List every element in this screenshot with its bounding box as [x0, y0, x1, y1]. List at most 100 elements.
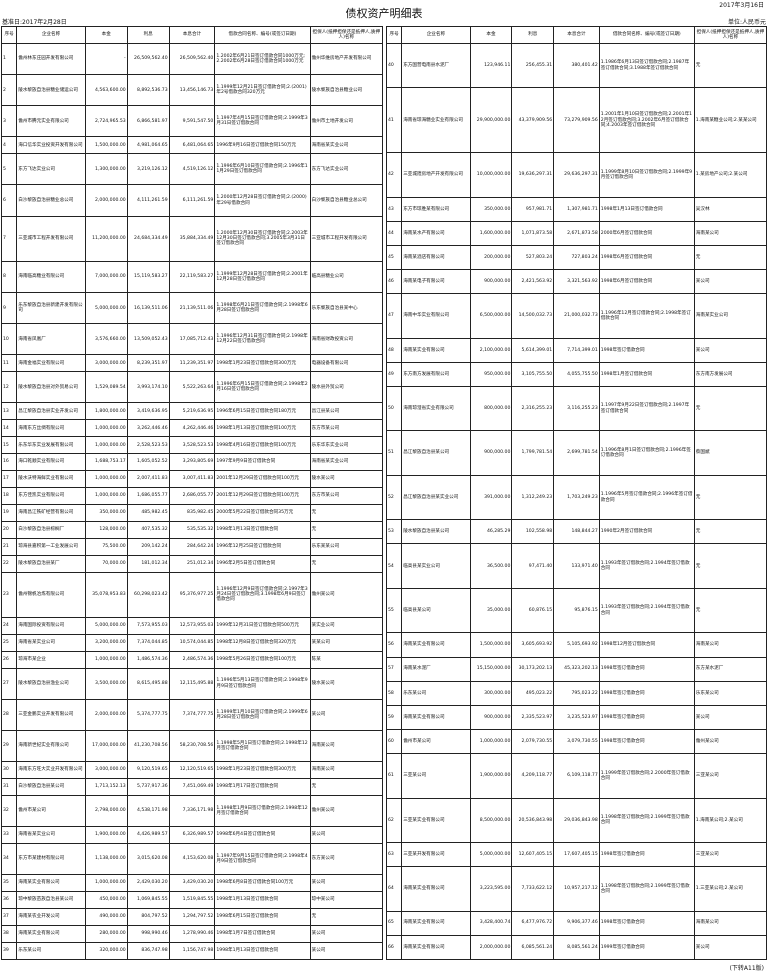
guarantor-cell: 东方某水泥厂 — [693, 656, 768, 682]
seq-cell: 33 — [0, 825, 18, 844]
interest-cell: 7,573,955.03 — [126, 616, 170, 635]
principal-cell: 1,500,000.00 — [469, 632, 513, 658]
table-row: 54 临高县某实业公司 36,500.00 97,471.40 133,971.40 1.… — [385, 543, 768, 589]
company-cell: 陵水黎族自治县渔业公司 — [16, 667, 86, 700]
contract-cell: 1998年6月8日签订借款合同100万元 — [214, 874, 311, 892]
principal-cell: 350,000.00 — [84, 503, 128, 522]
company-cell: 三亚金鹏实业开发有限公司 — [16, 698, 86, 731]
interest-cell: 13,509,052.43 — [126, 323, 170, 356]
company-cell: 东方国营电南县水泥厂 — [401, 42, 471, 89]
guarantor-cell: 儋州华维房地产开发有限公司 — [309, 42, 384, 76]
guarantor-cell: 无 — [693, 385, 768, 432]
seq-cell: 1 — [0, 42, 18, 76]
total-cell: 7,336,171.98 — [168, 794, 216, 827]
contract-cell: 1998年1月23日签订借款合同300万元 — [214, 761, 311, 779]
principal-cell: 900,000.00 — [469, 269, 513, 295]
guarantor-cell: 无 — [693, 42, 768, 89]
principal-cell: 128,000.00 — [84, 520, 128, 539]
interest-cell: 527,803.24 — [511, 244, 555, 271]
company-cell: 海南金福实业有限公司 — [16, 354, 86, 373]
principal-cell: 1,000,000.00 — [84, 419, 128, 438]
contract-cell: 1998年6月4日签订借款合同 — [214, 825, 311, 844]
seq-cell: 16 — [0, 453, 18, 472]
column-header: 企业名称 — [16, 26, 86, 44]
seq-cell: 51 — [385, 430, 403, 476]
interest-cell: 256,455.31 — [511, 42, 555, 89]
principal-cell: 1,000,000.00 — [84, 470, 128, 488]
principal-cell: 1,000,000.00 — [84, 874, 128, 892]
guarantor-cell: 某公司 — [693, 269, 768, 295]
table-row: 8 海南临高糖业有限公司 7,000,000.00 15,119,583.27 22,1… — [0, 260, 384, 294]
total-cell: 3,007,411.83 — [168, 470, 216, 488]
principal-cell: 123,946.11 — [469, 42, 513, 89]
company-cell: 儋州市某公司 — [401, 728, 471, 755]
company-cell: 海南某实业有限公司 — [401, 632, 471, 658]
principal-cell: 11,200,000.00 — [84, 215, 128, 262]
seq-cell: 20 — [0, 520, 18, 539]
interest-cell: 3,993,174.10 — [126, 371, 170, 404]
company-cell: 陵水黎族自治县某公司 — [401, 519, 471, 545]
interest-cell: 1,069,845.55 — [126, 890, 170, 909]
table-row: 41 海南省琼海糖业实业有限公司 29,900,000.00 43,379,909.5… — [385, 87, 768, 154]
company-cell: 海南中华实业有限公司 — [401, 293, 471, 339]
guarantor-cell: 无 — [309, 777, 384, 796]
company-cell: 三亚城隍房地产开发有限公司 — [401, 152, 471, 198]
principal-cell: 1,529,089.54 — [84, 371, 128, 404]
seq-cell: 18 — [0, 486, 18, 505]
contract-cell: 1.1999年签订借款合同;2.2000年签订借款合同 — [598, 753, 695, 799]
contract-cell: 1.1999年8月10日签订借款合同;2.1999年9月签订借款合同 — [598, 152, 695, 198]
total-cell: 5,105,693.92 — [553, 632, 600, 658]
interest-cell: 8,239,351.97 — [126, 354, 170, 373]
guarantor-cell: 某公司 — [309, 941, 384, 961]
guarantor-cell: 电器设备有限公司 — [309, 354, 384, 373]
contract-cell: 1.2001年1月10日签订借款合同;2.2001年12月签订借款合同;3.20… — [598, 87, 695, 154]
total-cell: 3,079,730.55 — [553, 728, 600, 755]
contract-cell: 1998年1月13日签订借款合同100万元 — [214, 419, 311, 438]
interest-cell: 804,797.52 — [126, 907, 170, 926]
interest-cell: 2,316,255.23 — [511, 385, 555, 432]
guarantor-cell: 乐东华东实业公司 — [309, 436, 384, 455]
contract-cell: 1998年1月23日签订借款合同300万元 — [214, 354, 311, 373]
principal-cell: 29,900,000.00 — [469, 87, 513, 154]
principal-cell: 2,000,000.00 — [469, 934, 513, 961]
principal-cell: 3,500,000.00 — [84, 667, 128, 700]
seq-cell: 52 — [385, 474, 403, 521]
seq-cell: 8 — [0, 260, 18, 294]
seq-cell: 48 — [385, 337, 403, 363]
table-row: 62 三亚某实业有限公司 8,500,000.00 20,536,843.98 29,0… — [385, 797, 768, 843]
contract-cell: 1998年12月签订借款合同 — [598, 632, 695, 658]
contract-cell: 1.1996年12月31日签订借款合同;2.1998年12月22日签订借款合同 — [214, 323, 311, 356]
company-cell: 海南某实业有限公司 — [16, 874, 86, 892]
total-cell: 1,703,249.23 — [553, 474, 600, 521]
interest-cell: 4,111,261.59 — [126, 184, 170, 217]
table-row: 66 海南某实业有限公司 2,000,000.00 6,085,561.24 8,085… — [385, 934, 768, 961]
column-header: 企业名称 — [401, 26, 471, 44]
interest-cell: 836,747.98 — [126, 941, 170, 961]
seq-cell: 7 — [0, 215, 18, 262]
company-cell: 陵水沃特海鲜实业有限公司 — [16, 470, 86, 488]
total-cell: 10,574,044.85 — [168, 633, 216, 652]
principal-cell: 15,150,000.00 — [469, 656, 513, 682]
interest-cell: 5,614,399.01 — [511, 337, 555, 363]
total-cell: 1,294,797.52 — [168, 907, 216, 926]
principal-cell: 350,000.00 — [469, 196, 513, 222]
interest-cell: 1,071,873.58 — [511, 220, 555, 246]
table-row: 56 海南某实业有限公司 1,500,000.00 3,605,693.92 5,105… — [385, 632, 768, 658]
total-cell: 2,686,055.77 — [168, 486, 216, 505]
contract-cell: 2001年12月29日签订借款合同100万元 — [214, 486, 311, 505]
guarantor-cell: 昌江县某公司 — [309, 402, 384, 421]
seq-cell: 66 — [385, 934, 403, 961]
seq-cell: 4 — [0, 136, 18, 155]
total-cell: 6,109,118.77 — [553, 753, 600, 799]
column-header: 序号 — [385, 26, 403, 44]
total-cell: 7,714,399.01 — [553, 337, 600, 363]
company-cell: 海南某实业有限公司 — [401, 934, 471, 961]
seq-cell: 3 — [0, 105, 18, 138]
guarantor-cell: 无 — [693, 519, 768, 545]
table-row: 36 琼中黎族苗族自治县某公司 450,000.00 1,069,845.55 1,51… — [0, 890, 384, 909]
interest-cell: 20,536,843.98 — [511, 797, 555, 843]
seq-cell: 58 — [385, 680, 403, 706]
table-row: 16 海口乾顺实业有限公司 1,688,753.17 1,605,052.52 3,29… — [0, 453, 384, 472]
seq-cell: 12 — [0, 371, 18, 404]
